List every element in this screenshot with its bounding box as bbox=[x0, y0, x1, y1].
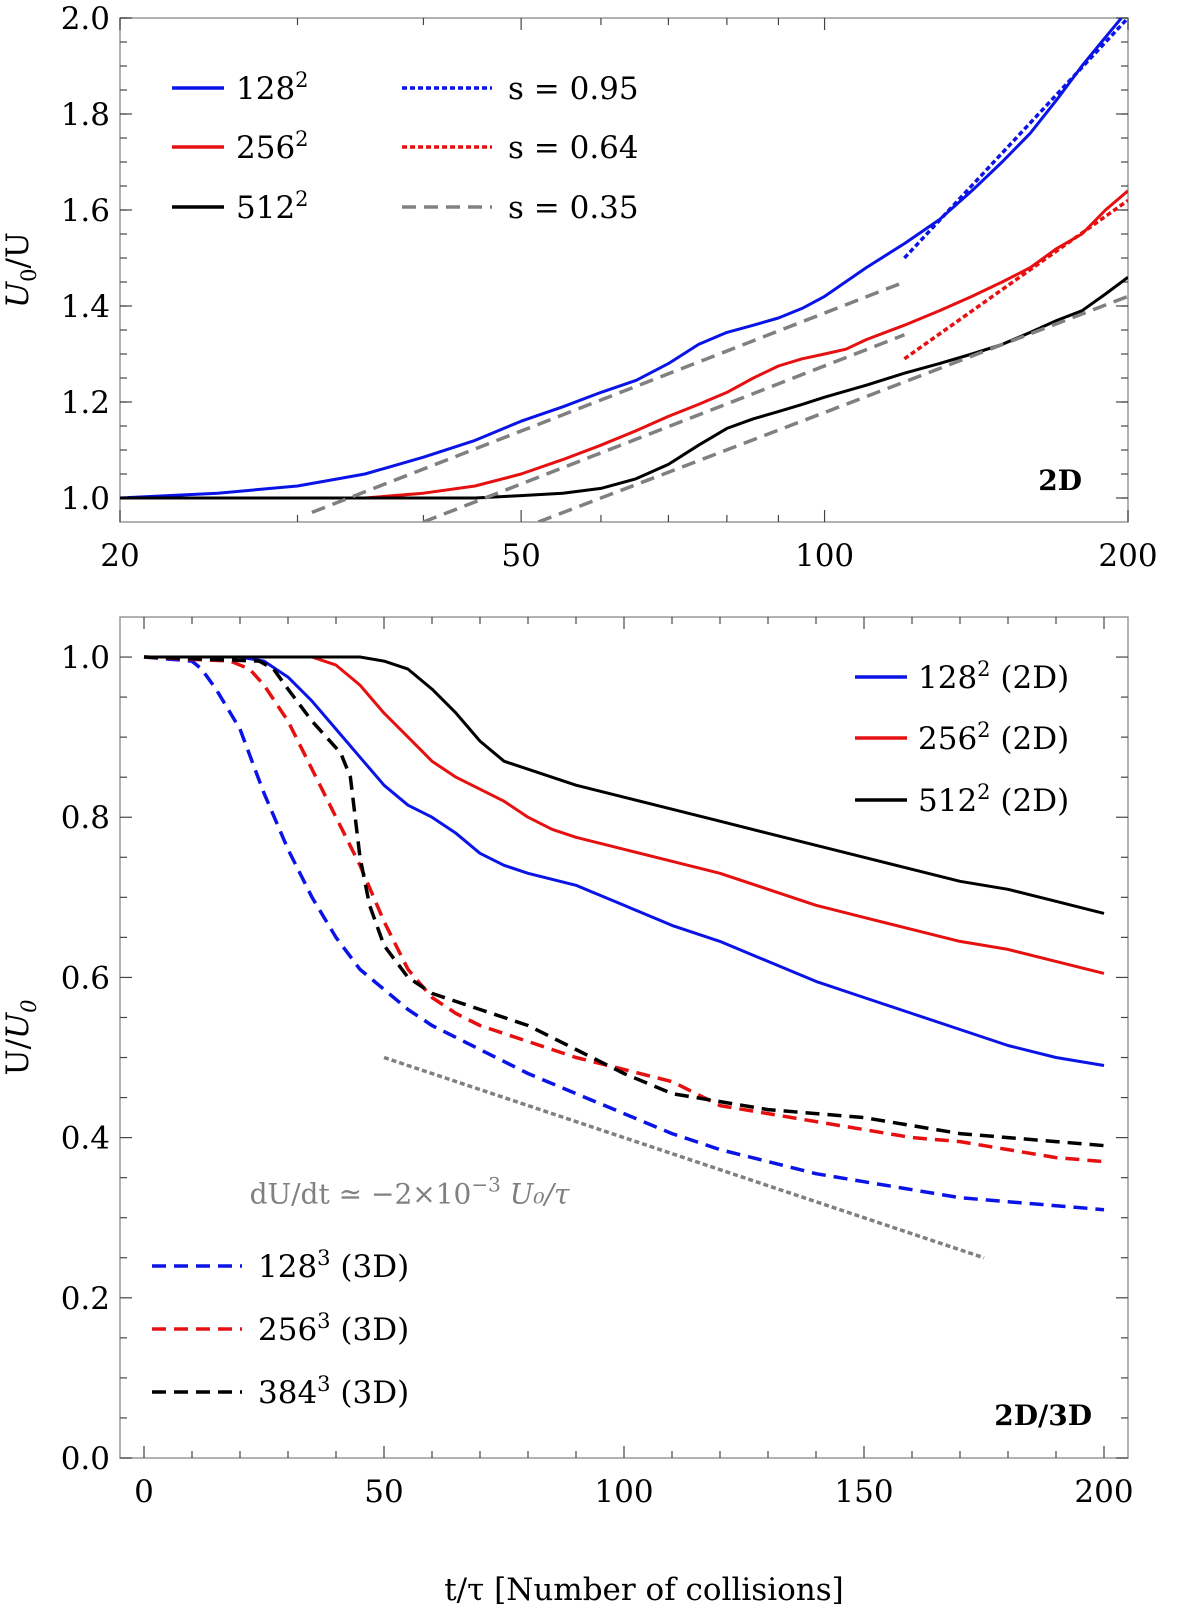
x-tick-label: 200 bbox=[1098, 538, 1157, 574]
legend-2d: 1282 (2D) 2562 (2D) 5122 (2D) bbox=[855, 657, 1069, 819]
series-group bbox=[120, 18, 1128, 522]
legend-label-3843-3d: 3843 (3D) bbox=[258, 1372, 409, 1411]
legend-label-5122: 5122 bbox=[236, 187, 309, 226]
y-tick-label: 1.8 bbox=[61, 97, 110, 133]
series-line-1282-2d bbox=[144, 655, 1105, 1067]
legend-label-s-0-35: s = 0.35 bbox=[508, 190, 639, 226]
series-line-s-0-64 bbox=[903, 198, 1128, 361]
x-tick-label: 100 bbox=[594, 1474, 653, 1510]
legend-label-s-0-64: s = 0.64 bbox=[508, 130, 639, 166]
y-tick-label: 0.6 bbox=[61, 960, 110, 996]
x-tick-label: 0 bbox=[134, 1474, 154, 1510]
y-tick-label: 1.0 bbox=[61, 481, 110, 517]
bottom-panel-2d-3d: 0 50 100 150 200 0.0 0.2 0.4 0.6 0.8 1.0 t/τ [Numbe… bbox=[0, 616, 1134, 1608]
legend-label-s-0-95: s = 0.95 bbox=[508, 71, 639, 107]
y-axis-label: U/U0 bbox=[0, 999, 41, 1075]
legend-label-1282: 1282 bbox=[236, 68, 309, 107]
series-line-2562-2d bbox=[144, 655, 1105, 975]
legend-label-2562: 2562 bbox=[236, 127, 309, 166]
x-tick-label: 20 bbox=[100, 538, 139, 574]
series-line-s-0-95 bbox=[903, 18, 1128, 260]
legend-label-1282-2d: 1282 (2D) bbox=[918, 657, 1069, 696]
legend-label-5122-2d: 5122 (2D) bbox=[918, 780, 1069, 819]
panel-tag: 2D bbox=[1038, 464, 1082, 497]
x-axis-label: t/τ [Number of collisions] bbox=[444, 1572, 844, 1608]
x-tick-label: 50 bbox=[364, 1474, 403, 1510]
x-tick-label: 150 bbox=[834, 1474, 893, 1510]
slope-annotation: dU/dt ≃ −2×10−3 U₀/τ bbox=[250, 1173, 570, 1211]
series-line-5122-2d bbox=[144, 655, 1105, 915]
series-line-s-0-35 bbox=[422, 333, 906, 522]
y-tick-label: 2.0 bbox=[61, 1, 110, 37]
series-line-1282 bbox=[120, 18, 1123, 500]
legend-label-2563-3d: 2563 (3D) bbox=[258, 1309, 409, 1348]
legend: 1282 2562 5122 s = 0.95 s = 0.64 s = 0.35 bbox=[172, 68, 639, 226]
x-tick-label: 50 bbox=[501, 538, 540, 574]
series-line-s-0-35 bbox=[311, 280, 906, 515]
y-tick-label: 1.4 bbox=[61, 289, 110, 325]
series-line-s-0-35 bbox=[537, 294, 1128, 522]
y-tick-label: 0.0 bbox=[61, 1441, 110, 1477]
y-tick-label: 1.2 bbox=[61, 385, 110, 421]
series-group bbox=[143, 655, 1105, 1260]
series-line-6 bbox=[383, 1055, 985, 1260]
y-tick-label: 0.8 bbox=[61, 800, 110, 836]
plot-frame bbox=[119, 17, 1129, 523]
series-line-5122 bbox=[120, 275, 1128, 500]
legend-3d: 1283 (3D) 2563 (3D) 3843 (3D) bbox=[152, 1246, 409, 1411]
x-tick-label: 100 bbox=[795, 538, 854, 574]
series-line-2562 bbox=[120, 189, 1128, 500]
series-line-2563-3d bbox=[143, 655, 1105, 1164]
y-tick-label: 0.2 bbox=[61, 1281, 110, 1317]
series-line-1283-3d bbox=[143, 655, 1105, 1212]
x-tick-label: 200 bbox=[1074, 1474, 1133, 1510]
y-tick-label: 1.6 bbox=[61, 193, 110, 229]
y-tick-label: 0.4 bbox=[61, 1121, 110, 1157]
legend-label-2562-2d: 2562 (2D) bbox=[918, 718, 1069, 757]
y-tick-label: 1.0 bbox=[61, 640, 110, 676]
legend-label-1283-3d: 1283 (3D) bbox=[258, 1246, 409, 1285]
panel-tag: 2D/3D bbox=[994, 1399, 1092, 1432]
series-line-3843-3d bbox=[143, 655, 1105, 1148]
y-axis-label: U0/U bbox=[0, 232, 41, 308]
top-panel-2d: 20 50 100 200 1.0 1.2 1.4 1.6 1.8 2.0 U0/U 1282 2562… bbox=[0, 1, 1158, 574]
